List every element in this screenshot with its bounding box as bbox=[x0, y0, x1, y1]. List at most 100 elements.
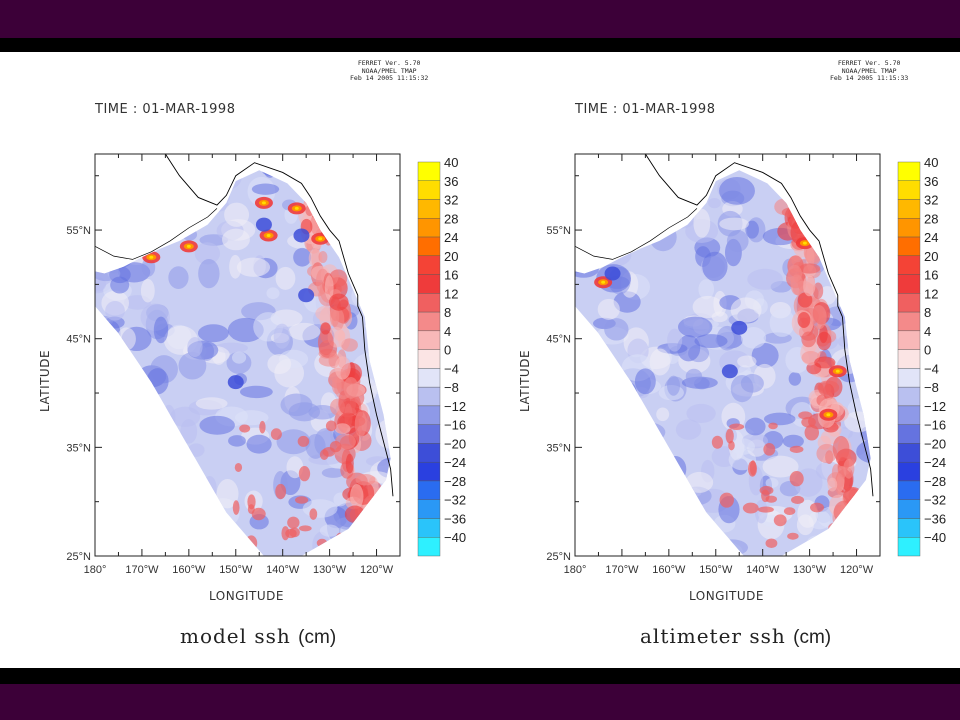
top-black-bar bbox=[0, 38, 960, 52]
lon-tick-label: 160°W bbox=[172, 564, 206, 576]
colorbar-label: −36 bbox=[924, 511, 946, 526]
top-frame-band bbox=[0, 0, 960, 38]
colorbar-swatch bbox=[897, 368, 921, 388]
lat-tick-label: 55°N bbox=[546, 225, 571, 237]
colorbar-label: −4 bbox=[924, 361, 939, 376]
colorbar-label: 40 bbox=[924, 155, 938, 170]
coastline bbox=[94, 153, 394, 497]
caption: altimeter ssh (cm) bbox=[640, 624, 831, 649]
colorbar-swatch bbox=[897, 518, 921, 538]
colorbar-swatch bbox=[897, 293, 921, 313]
colorbar-swatch bbox=[417, 518, 441, 538]
colorbar-label: −28 bbox=[444, 474, 466, 489]
bottom-frame-band bbox=[0, 684, 960, 720]
colorbar-label: −36 bbox=[444, 511, 466, 526]
colorbar-label: 24 bbox=[924, 230, 938, 245]
colorbar-swatch bbox=[897, 274, 921, 294]
colorbar-label: −40 bbox=[444, 530, 466, 545]
colorbar-swatch bbox=[417, 311, 441, 332]
latitude-axis-title: LATITUDE bbox=[518, 349, 532, 412]
colorbar-label: 4 bbox=[924, 324, 931, 339]
colorbar-label: 36 bbox=[924, 174, 938, 189]
colorbar-label: 8 bbox=[444, 305, 451, 320]
colorbar-swatch bbox=[417, 405, 441, 425]
time-label: TIME : 01-MAR-1998 bbox=[575, 102, 716, 117]
lon-tick-label: 180° bbox=[84, 564, 107, 576]
panel-altimeter: FERRET Ver. 5.70 NOAA/PMEL TMAP Feb 14 2… bbox=[480, 52, 960, 668]
colorbar-swatch bbox=[417, 424, 441, 444]
lon-tick-label: 160°W bbox=[652, 564, 686, 576]
colorbar-swatch bbox=[417, 386, 441, 407]
colorbar-label: 40 bbox=[444, 155, 458, 170]
colorbar-label: 0 bbox=[444, 343, 451, 358]
caption-unit: (cm) bbox=[298, 627, 337, 648]
latitude-axis-title: LATITUDE bbox=[38, 349, 52, 412]
colorbar-swatch bbox=[417, 293, 441, 313]
colorbar-swatch bbox=[417, 443, 441, 463]
colorbar-swatch bbox=[417, 218, 441, 238]
colorbar-swatch bbox=[417, 480, 441, 500]
colorbar-label: −4 bbox=[444, 361, 459, 376]
colorbar-label: −12 bbox=[444, 399, 466, 414]
panel-model: FERRET Ver. 5.70 NOAA/PMEL TMAP Feb 14 2… bbox=[0, 52, 480, 668]
lon-tick-label: 140°W bbox=[266, 564, 300, 576]
colorbar-swatch bbox=[897, 349, 921, 369]
bottom-black-bar bbox=[0, 668, 960, 684]
colorbar-swatch bbox=[417, 349, 441, 369]
colorbar-label: −8 bbox=[444, 380, 459, 395]
colorbar-swatch bbox=[897, 405, 921, 425]
lon-tick-label: 180° bbox=[564, 564, 587, 576]
colorbar-label: −20 bbox=[444, 436, 466, 451]
caption-text: altimeter ssh bbox=[640, 624, 786, 648]
colorbar-swatch bbox=[897, 199, 921, 219]
lon-tick-label: 170°W bbox=[125, 564, 159, 576]
colorbar-label: 20 bbox=[444, 249, 458, 264]
colorbar-label: 8 bbox=[924, 305, 931, 320]
colorbar-swatch bbox=[897, 443, 921, 463]
coastline bbox=[574, 153, 874, 497]
lat-tick-label: 25°N bbox=[66, 551, 91, 563]
colorbar-label: −20 bbox=[924, 436, 946, 451]
lat-tick-label: 45°N bbox=[546, 334, 571, 346]
colorbar-label: 16 bbox=[924, 268, 938, 283]
ssh-field bbox=[95, 170, 391, 556]
slide-canvas: FERRET Ver. 5.70 NOAA/PMEL TMAP Feb 14 2… bbox=[0, 52, 960, 668]
colorbar: 4036322824201612840−4−8−12−16−20−24−28−3… bbox=[417, 155, 466, 557]
lon-tick-label: 120°W bbox=[360, 564, 394, 576]
colorbar-swatch bbox=[897, 161, 921, 181]
colorbar-label: 16 bbox=[444, 268, 458, 283]
lon-tick-label: 130°W bbox=[313, 564, 347, 576]
caption-text: model ssh bbox=[180, 624, 291, 648]
colorbar-swatch bbox=[417, 255, 441, 275]
colorbar-label: −24 bbox=[924, 455, 946, 470]
colorbar-label: 24 bbox=[444, 230, 458, 245]
ferret-stamp: FERRET Ver. 5.70 NOAA/PMEL TMAP Feb 14 2… bbox=[830, 59, 909, 82]
colorbar-label: −8 bbox=[924, 380, 939, 395]
lon-tick-label: 130°W bbox=[793, 564, 827, 576]
colorbar-label: 28 bbox=[444, 211, 458, 226]
colorbar-swatch bbox=[417, 236, 441, 257]
colorbar-label: 0 bbox=[924, 343, 931, 358]
colorbar-label: 36 bbox=[444, 174, 458, 189]
longitude-axis-title: LONGITUDE bbox=[689, 589, 764, 603]
colorbar-swatch bbox=[897, 180, 921, 200]
colorbar: 4036322824201612840−4−8−12−16−20−24−28−3… bbox=[897, 155, 946, 557]
colorbar-swatch bbox=[417, 499, 441, 519]
colorbar-swatch bbox=[897, 330, 921, 350]
colorbar-swatch bbox=[897, 424, 921, 444]
colorbar-label: 28 bbox=[924, 211, 938, 226]
colorbar-swatch bbox=[897, 461, 921, 482]
time-label: TIME : 01-MAR-1998 bbox=[95, 102, 236, 117]
colorbar-swatch bbox=[897, 218, 921, 238]
colorbar-swatch bbox=[897, 537, 921, 557]
lat-tick-label: 55°N bbox=[66, 225, 91, 237]
colorbar-label: −24 bbox=[444, 455, 466, 470]
colorbar-swatch bbox=[897, 236, 921, 257]
lat-tick-label: 45°N bbox=[66, 334, 91, 346]
caption-unit: (cm) bbox=[793, 627, 832, 648]
colorbar-swatch bbox=[417, 274, 441, 294]
